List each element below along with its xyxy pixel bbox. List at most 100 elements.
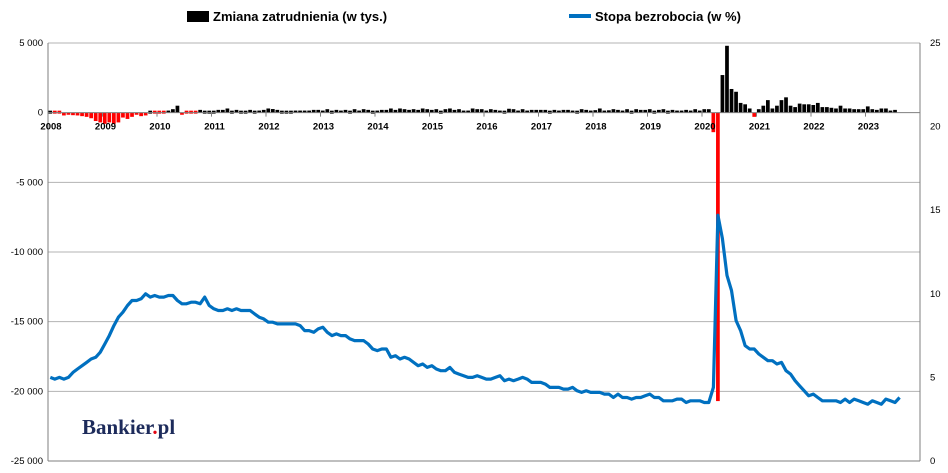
employment-bar xyxy=(538,109,543,113)
employment-bar xyxy=(257,110,262,113)
employment-bar xyxy=(679,110,684,113)
employment-bar xyxy=(334,109,339,113)
employment-bar xyxy=(143,112,148,116)
employment-bar xyxy=(806,104,811,113)
employment-bar xyxy=(843,108,847,113)
employment-bar xyxy=(302,110,307,113)
x-tick-label: 2023 xyxy=(858,122,879,133)
employment-bar xyxy=(398,108,402,113)
employment-bar xyxy=(802,104,807,113)
right-tick-label: 20 xyxy=(930,122,941,133)
x-tick-label: 2010 xyxy=(149,122,170,133)
employment-bar xyxy=(270,109,275,113)
employment-bar xyxy=(797,103,802,113)
employment-bar xyxy=(416,109,421,113)
employment-bar xyxy=(761,105,766,113)
employment-bar xyxy=(534,109,539,113)
bankier-logo: Bankier.pl xyxy=(82,415,175,440)
x-tick-label: 2017 xyxy=(531,122,552,133)
x-tick-label: 2014 xyxy=(367,122,389,133)
employment-bar xyxy=(752,112,757,117)
employment-bar xyxy=(829,107,834,113)
employment-bar xyxy=(593,110,598,113)
brand-name: Bankier xyxy=(82,415,153,439)
x-tick-label: 2015 xyxy=(422,122,444,133)
employment-bar xyxy=(84,112,89,117)
employment-bar xyxy=(111,112,116,124)
employment-bar xyxy=(429,109,434,113)
employment-bar xyxy=(543,109,548,113)
employment-bar xyxy=(139,112,143,117)
employment-bar xyxy=(834,108,838,113)
employment-bar xyxy=(420,108,425,113)
employment-bar xyxy=(507,108,511,113)
employment-bar xyxy=(180,112,184,115)
employment-bar xyxy=(743,104,748,113)
employment-bar xyxy=(856,109,861,113)
employment-bar xyxy=(870,109,875,113)
right-tick-label: 15 xyxy=(930,205,941,216)
right-tick-label: 5 xyxy=(930,372,935,383)
x-tick-label: 2012 xyxy=(258,122,279,133)
employment-bar xyxy=(307,110,312,113)
employment-bar xyxy=(793,107,797,113)
employment-change-bars xyxy=(48,45,920,402)
employment-bar xyxy=(661,109,666,113)
employment-bar xyxy=(638,109,643,113)
employment-bar xyxy=(675,110,679,113)
left-tick-label: -10 000 xyxy=(11,247,43,258)
employment-bar xyxy=(520,109,525,113)
x-tick-label: 2019 xyxy=(640,122,661,133)
employment-bar xyxy=(266,108,271,113)
employment-bar xyxy=(248,109,252,113)
x-tick-label: 2020 xyxy=(694,122,715,133)
employment-bar xyxy=(588,110,593,113)
unemployment-rate-line xyxy=(49,213,901,406)
employment-bar xyxy=(352,109,357,113)
employment-bar xyxy=(811,105,816,113)
employment-bar xyxy=(620,110,625,113)
employment-bar xyxy=(688,110,693,113)
employment-bar xyxy=(779,100,784,113)
employment-bar xyxy=(865,106,870,113)
employment-bar xyxy=(815,102,820,113)
employment-bar xyxy=(166,110,171,113)
employment-bar xyxy=(98,112,103,123)
employment-bar xyxy=(411,109,416,113)
employment-bar xyxy=(738,102,743,113)
employment-bar xyxy=(684,109,688,113)
employment-bar xyxy=(75,112,80,116)
employment-bar xyxy=(888,110,893,113)
employment-bar xyxy=(311,109,316,113)
employment-bar xyxy=(788,105,793,113)
left-tick-label: -15 000 xyxy=(11,317,43,328)
employment-bar xyxy=(107,112,112,123)
employment-bar xyxy=(234,109,239,113)
employment-bar xyxy=(852,109,857,113)
left-tick-label: 0 xyxy=(38,108,43,119)
employment-bar xyxy=(448,108,452,113)
employment-bar xyxy=(130,112,134,117)
employment-bar xyxy=(225,108,230,113)
legend-bar-swatch-icon xyxy=(187,10,209,22)
employment-bar xyxy=(566,109,570,113)
employment-bar xyxy=(175,105,180,113)
gridlines xyxy=(47,42,921,462)
employment-bar xyxy=(434,109,439,113)
employment-bar xyxy=(320,110,325,113)
employment-bar xyxy=(597,108,602,113)
employment-bar xyxy=(461,110,466,113)
employment-bar xyxy=(66,112,71,115)
employment-bar xyxy=(325,109,330,113)
employment-bar xyxy=(384,109,389,113)
employment-bar xyxy=(316,109,321,113)
employment-bar xyxy=(125,112,130,119)
employment-bar xyxy=(511,109,516,113)
employment-bar xyxy=(93,112,98,122)
employment-bar xyxy=(62,112,66,116)
employment-bar xyxy=(879,108,884,113)
employment-bar xyxy=(557,110,561,113)
employment-bar xyxy=(261,109,266,113)
employment-bar xyxy=(493,109,498,113)
